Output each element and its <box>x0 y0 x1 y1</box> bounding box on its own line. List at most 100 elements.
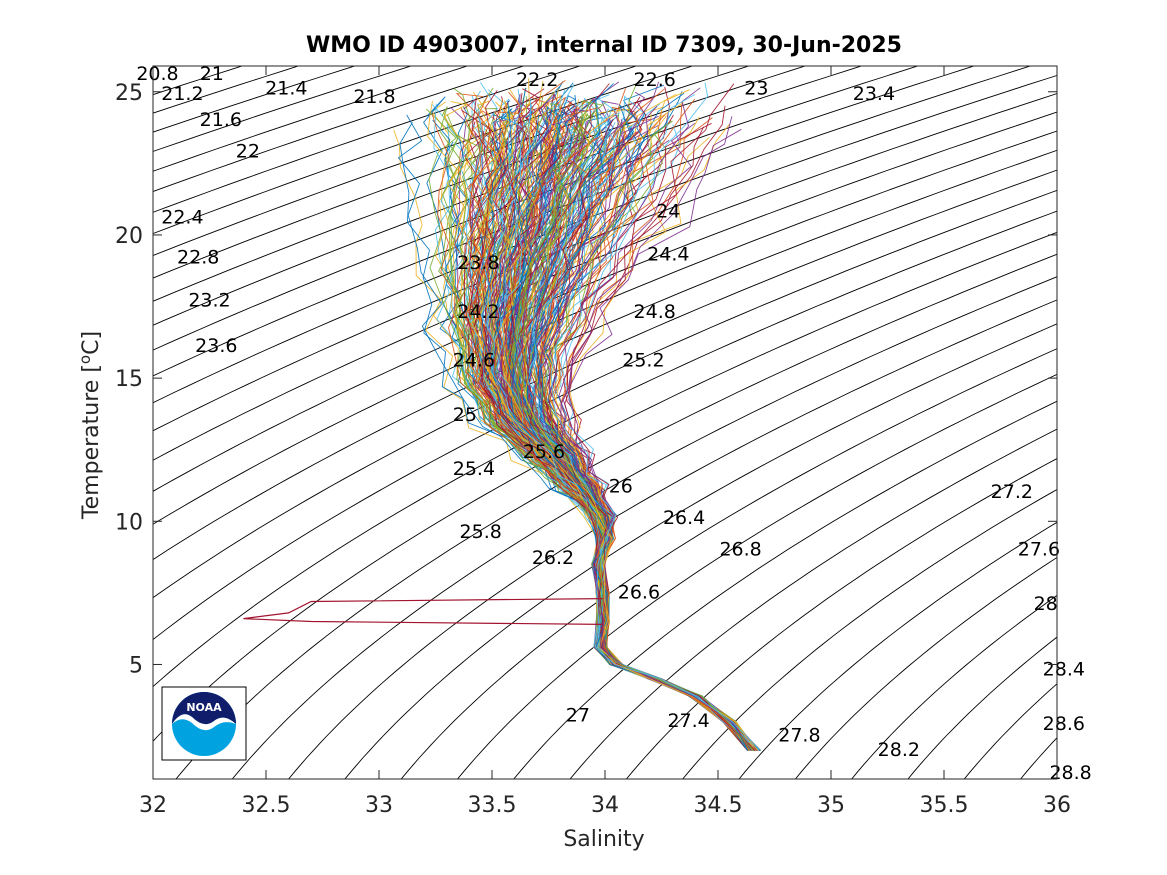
density-contour-label: 28.4 <box>1043 659 1085 681</box>
profile-trace <box>526 128 748 751</box>
density-contour-label: 25 <box>453 404 477 426</box>
density-contour-label: 27.2 <box>991 481 1033 503</box>
density-contour-line <box>851 594 1057 779</box>
x-tick-label: 33 <box>365 793 393 818</box>
profile-traces <box>243 78 762 751</box>
profile-trace <box>480 89 760 751</box>
density-contour-line <box>175 253 1057 779</box>
x-tick-label: 32.5 <box>242 793 291 818</box>
density-contour-label: 23.6 <box>195 335 237 357</box>
profile-trace <box>510 108 749 751</box>
noaa-logo: NOAA <box>161 686 247 761</box>
profile-trace <box>532 103 759 751</box>
density-contour-label: 26.4 <box>663 507 705 529</box>
x-tick-label: 32 <box>139 793 167 818</box>
density-contour-line <box>153 130 1057 525</box>
density-contour-line <box>153 66 976 377</box>
density-contour-label: 26 <box>609 475 633 497</box>
density-contour-line <box>625 458 1057 779</box>
y-tick-label: 5 <box>129 653 143 678</box>
density-contour-line <box>153 111 1057 492</box>
density-contour-label: 28 <box>1034 593 1058 615</box>
y-tick-label: 20 <box>115 224 143 249</box>
y-axis-label: Temperature [oC] <box>76 331 104 520</box>
density-contour-label: 26.8 <box>719 538 761 560</box>
density-contour-label: 25.2 <box>622 349 664 371</box>
density-contour-line <box>153 66 807 302</box>
x-tick-label: 35.5 <box>920 793 969 818</box>
density-contour-label: 24.8 <box>634 301 676 323</box>
density-contour-label: 25.8 <box>460 521 502 543</box>
density-contour-line <box>153 210 1057 688</box>
y-axis: 5 10 15 20 25 <box>115 81 1057 678</box>
density-contour-label: 24 <box>656 201 680 223</box>
density-contour-label: 27.8 <box>778 725 820 747</box>
density-contour-label: 25.4 <box>453 458 495 480</box>
density-contour-line <box>456 373 1057 779</box>
svg-text:NOAA: NOAA <box>186 701 222 714</box>
density-contour-label: 22.4 <box>161 206 203 228</box>
density-contour-label: 21.4 <box>265 77 307 99</box>
profile-trace <box>558 87 752 751</box>
density-contour-line <box>153 149 1057 561</box>
density-contour-line <box>400 348 1057 779</box>
density-contour-label: 24.6 <box>453 349 495 371</box>
density-contour-label: 28.6 <box>1043 713 1085 735</box>
density-contour-line <box>153 74 1057 432</box>
density-contour-line <box>231 276 1057 779</box>
y-tick-label: 25 <box>115 81 143 106</box>
y-tick-label: 10 <box>115 510 143 535</box>
density-contour-label: 21.2 <box>161 83 203 105</box>
profile-trace-spike <box>243 598 603 625</box>
density-contour-line <box>153 66 1032 404</box>
density-contour-label: 23.4 <box>853 83 895 105</box>
x-axis-label: Salinity <box>563 827 644 852</box>
density-contour-line <box>794 556 1057 779</box>
density-contour-label: 22.8 <box>177 246 219 268</box>
density-contour-label: 24.2 <box>457 301 499 323</box>
profile-trace <box>454 135 754 751</box>
density-contour-line <box>344 323 1057 779</box>
density-contour-label: 28.2 <box>878 739 920 761</box>
density-contour-line <box>153 66 638 235</box>
density-contour-line <box>153 66 469 172</box>
density-contour-line <box>569 428 1057 779</box>
density-contour-line <box>153 66 694 256</box>
profile-trace <box>507 98 753 751</box>
x-tick-label: 34 <box>591 793 619 818</box>
density-contour-line <box>153 66 244 96</box>
density-contour-line <box>738 521 1057 779</box>
density-contour-label: 22.2 <box>516 69 558 91</box>
density-contour-line <box>288 299 1057 779</box>
profile-trace <box>461 123 750 751</box>
density-contour-line <box>682 489 1057 779</box>
density-contour-line <box>153 66 582 213</box>
profile-trace <box>550 94 761 751</box>
density-contour-line <box>153 66 525 193</box>
density-contour-label: 24.4 <box>647 244 689 266</box>
density-contour-label: 21 <box>200 63 224 85</box>
y-tick-label: 15 <box>115 367 143 392</box>
density-contour-label: 25.6 <box>523 441 565 463</box>
density-contour-label: 26.2 <box>532 547 574 569</box>
density-contour-label: 23 <box>744 77 768 99</box>
density-contour-line <box>153 66 300 114</box>
density-contour-line <box>153 93 1057 461</box>
chart-title: WMO ID 4903007, internal ID 7309, 30-Jun… <box>306 33 902 58</box>
density-contour-label: 20.8 <box>136 63 178 85</box>
x-tick-label: 36 <box>1043 793 1071 818</box>
density-contours <box>153 66 1057 779</box>
x-tick-label: 34.5 <box>694 793 743 818</box>
density-contour-line <box>1020 737 1057 779</box>
density-contour-label: 21.8 <box>353 86 395 108</box>
density-contour-label: 28.8 <box>1049 762 1091 784</box>
density-contour-label: 22.6 <box>634 69 676 91</box>
density-contour-label: 23.2 <box>188 289 230 311</box>
profile-trace <box>522 113 759 751</box>
density-contour-label: 27 <box>566 705 590 727</box>
profile-trace <box>534 112 749 751</box>
x-tick-label: 35 <box>817 793 845 818</box>
density-contour-label: 22 <box>236 140 260 162</box>
